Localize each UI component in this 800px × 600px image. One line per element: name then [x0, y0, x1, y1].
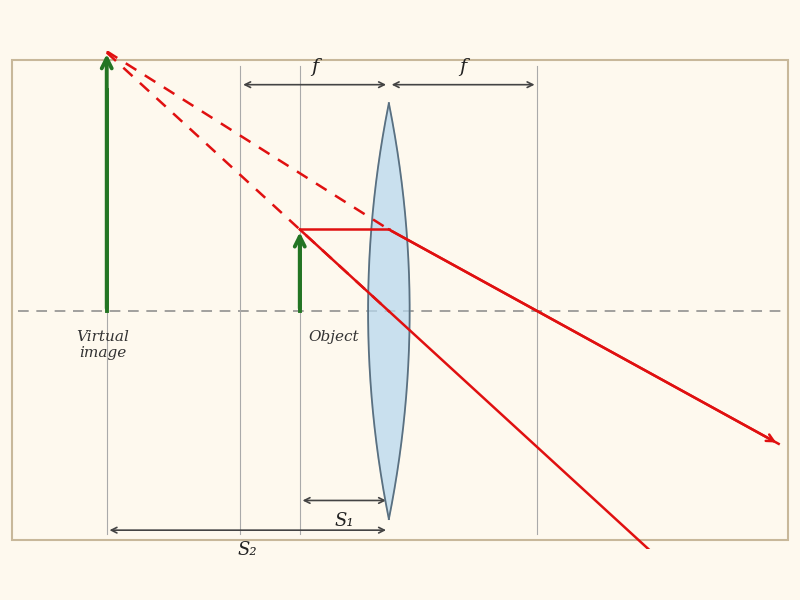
Text: S₁: S₁: [334, 512, 354, 530]
Text: f: f: [311, 58, 318, 76]
Polygon shape: [368, 103, 410, 519]
Text: S₂: S₂: [238, 541, 258, 559]
Text: Object: Object: [309, 329, 359, 344]
Text: Virtual
image: Virtual image: [77, 329, 130, 360]
Text: f: f: [459, 58, 466, 76]
